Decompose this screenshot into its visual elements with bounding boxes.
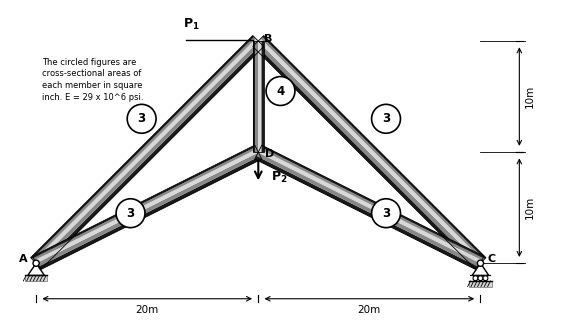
Text: 4: 4 [277,85,284,98]
Text: 3: 3 [126,207,135,220]
Polygon shape [261,145,484,258]
Polygon shape [470,281,491,287]
Text: 3: 3 [382,112,390,125]
Polygon shape [34,147,257,260]
Circle shape [116,199,145,228]
Polygon shape [38,156,262,270]
Text: A: A [19,254,27,264]
Text: 20m: 20m [136,305,159,315]
Text: The circled figures are
cross-sectional areas of
each member in square
inch. E =: The circled figures are cross-sectional … [42,58,143,102]
Polygon shape [35,149,259,264]
Circle shape [478,276,483,281]
Circle shape [33,260,39,266]
Polygon shape [260,147,483,260]
Text: $\mathbf{P_2}$: $\mathbf{P_2}$ [270,170,287,185]
Polygon shape [255,41,480,266]
Text: 10m: 10m [525,196,535,219]
Circle shape [371,199,401,228]
Polygon shape [28,263,44,276]
Circle shape [127,104,156,133]
Circle shape [477,260,484,266]
Polygon shape [36,41,261,266]
Polygon shape [253,44,477,269]
Text: 3: 3 [137,112,146,125]
Polygon shape [32,37,256,261]
Text: 3: 3 [382,207,390,220]
Polygon shape [25,276,47,281]
Polygon shape [255,156,479,270]
Circle shape [266,77,295,106]
Polygon shape [258,149,482,264]
Polygon shape [36,152,260,267]
Polygon shape [261,41,263,152]
Circle shape [473,276,478,281]
Polygon shape [252,41,255,152]
Polygon shape [255,41,258,152]
Circle shape [483,276,488,281]
Polygon shape [263,36,486,259]
Polygon shape [258,39,483,264]
Text: B: B [264,34,273,44]
Text: D: D [265,149,274,159]
Polygon shape [472,263,489,276]
Text: 10m: 10m [525,85,535,108]
Text: C: C [488,254,495,264]
Text: $\mathbf{P_1}$: $\mathbf{P_1}$ [183,17,200,32]
Polygon shape [263,41,264,152]
Polygon shape [31,36,254,259]
Circle shape [371,104,401,133]
Polygon shape [261,37,485,261]
Polygon shape [39,44,264,269]
Polygon shape [256,152,480,267]
Polygon shape [33,145,256,258]
Polygon shape [258,41,261,152]
Polygon shape [34,39,259,264]
Text: 20m: 20m [358,305,381,315]
